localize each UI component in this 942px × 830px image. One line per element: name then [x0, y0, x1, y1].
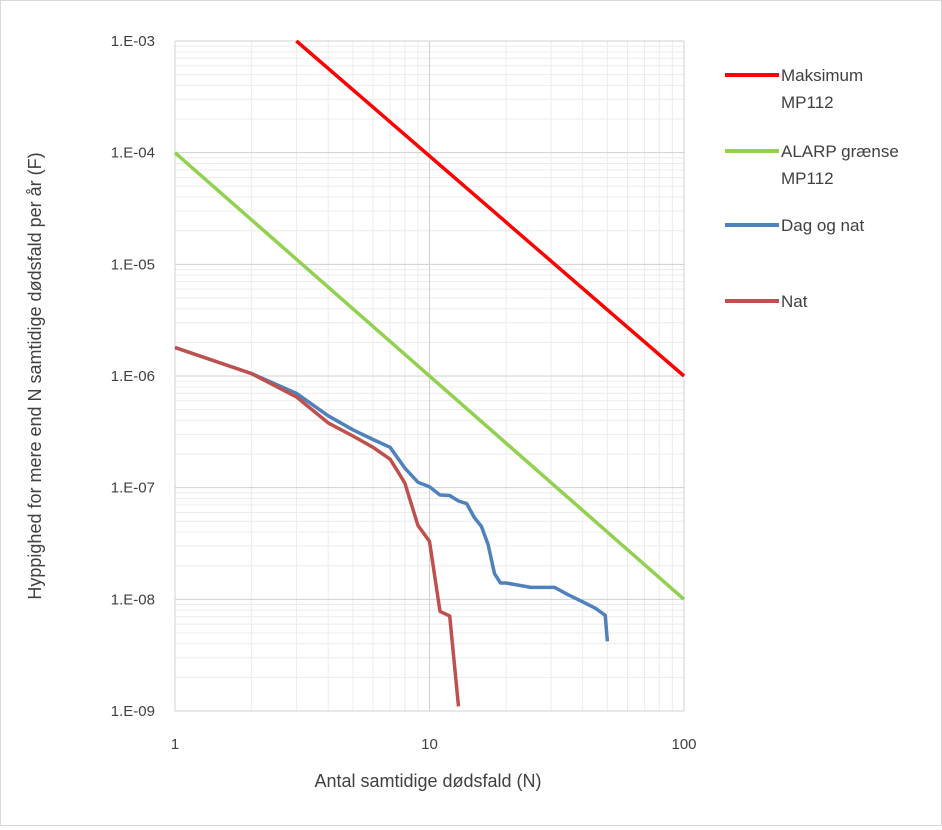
y-tick-label: 1.E-09	[111, 703, 155, 720]
legend-item: Dag og nat	[725, 216, 864, 235]
x-tick-label: 10	[421, 736, 438, 753]
legend-item: Maksimum MP112	[725, 66, 863, 112]
series-lines	[173, 39, 686, 707]
legend-label: Nat	[781, 292, 808, 311]
x-tick-labels: 1 10 100	[171, 736, 697, 753]
y-tick-label: 1.E-03	[111, 33, 155, 50]
legend: Maksimum MP112 ALARP grænse MP112 Dag og nat…	[725, 66, 899, 311]
legend-label: ALARP grænse	[781, 142, 899, 161]
y-tick-label: 1.E-07	[111, 480, 155, 497]
legend-item: ALARP grænse MP112	[725, 142, 899, 188]
y-tick-label: 1.E-04	[111, 145, 155, 162]
series-line-dag-og-nat	[174, 345, 610, 642]
x-axis-title: Antal samtidige dødsfald (N)	[314, 771, 541, 791]
legend-item: Nat	[725, 292, 808, 311]
legend-label: Dag og nat	[781, 216, 864, 235]
series-line-alarp-grænse-mp112	[173, 151, 686, 601]
y-tick-label: 1.E-05	[111, 256, 155, 273]
legend-label: Maksimum	[781, 66, 863, 85]
legend-label: MP112	[781, 169, 834, 188]
y-tick-label: 1.E-08	[111, 591, 155, 608]
x-tick-label: 1	[171, 736, 179, 753]
y-tick-label: 1.E-06	[111, 368, 155, 385]
y-tick-labels: 1.E-03 1.E-04 1.E-05 1.E-06 1.E-07 1.E-08 1.E-…	[111, 33, 155, 720]
legend-label: MP112	[781, 93, 834, 112]
series-line-maksimum-mp112	[295, 39, 686, 378]
x-tick-label: 100	[671, 736, 696, 753]
y-axis-title: Hyppighed for mere end N samtidige dødsf…	[25, 152, 45, 599]
series-line-nat	[174, 345, 461, 707]
